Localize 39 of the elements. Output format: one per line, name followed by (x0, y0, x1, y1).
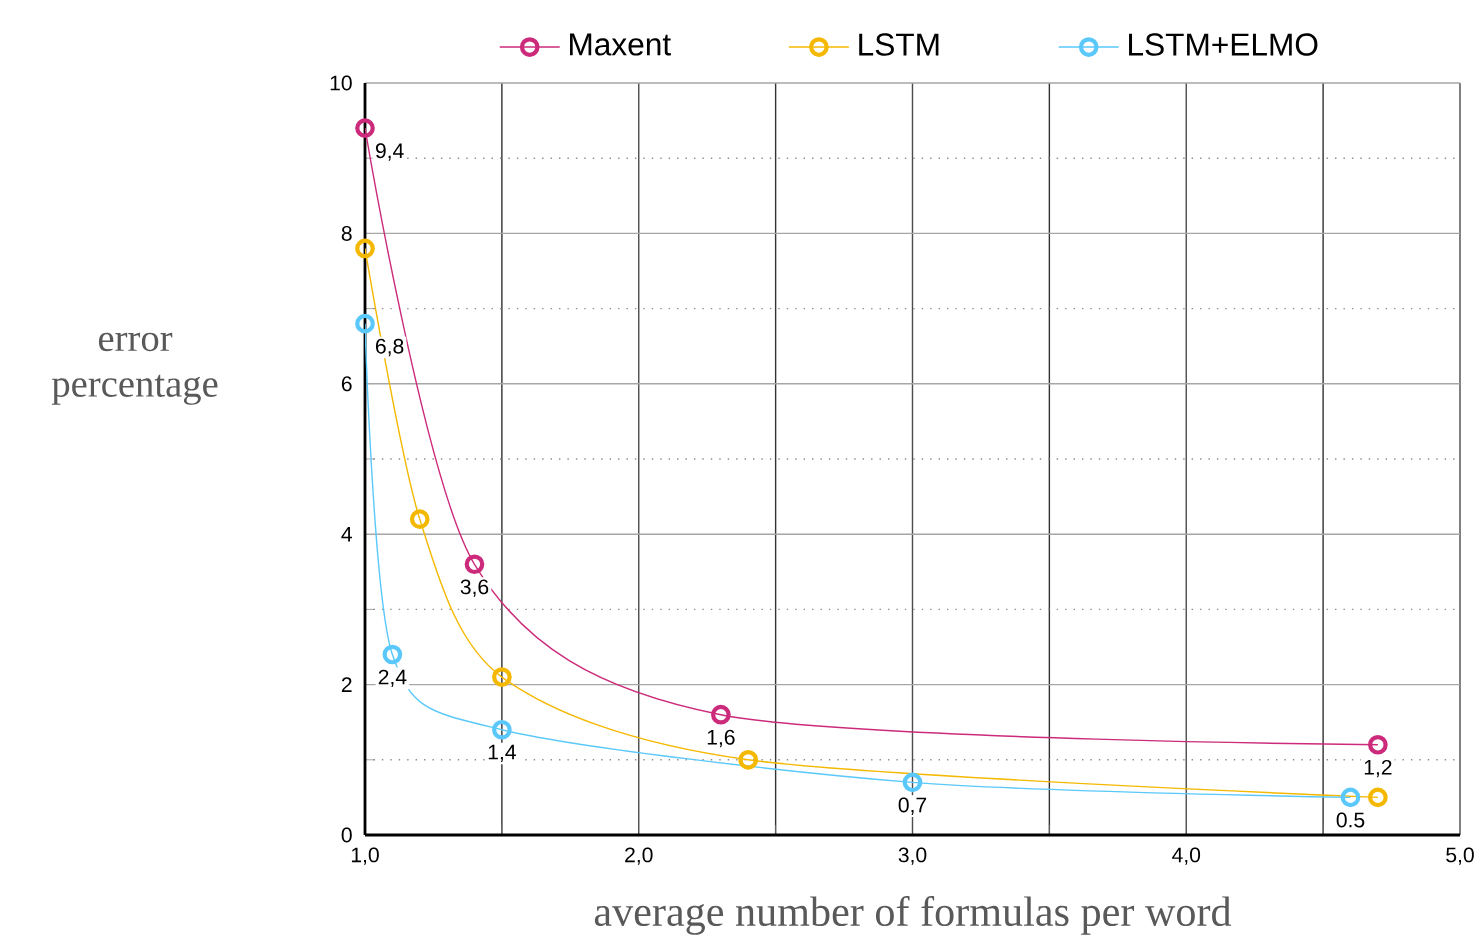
y-tick-label: 2 (341, 677, 352, 692)
point (464, 554, 485, 575)
data-label: 9,4 (375, 143, 404, 161)
point (355, 118, 375, 138)
data-label: 2,4 (378, 669, 407, 688)
y-tick-label: 4 (341, 526, 352, 542)
point (409, 509, 430, 529)
point (492, 667, 512, 687)
y-tick-label: 8 (341, 225, 352, 241)
y-tick-label: 6 (341, 376, 352, 392)
y-tick-label: 0 (341, 827, 352, 843)
point (711, 704, 731, 725)
y-axis-title: error percentage (51, 332, 218, 405)
x-tick-label: 4,0 (1172, 847, 1201, 865)
point (355, 313, 375, 334)
data-label: 1,2 (1364, 759, 1392, 778)
data-label: 0,7 (898, 797, 927, 815)
data-label: 6,8 (375, 338, 404, 357)
y-tick-label: 10 (330, 75, 352, 91)
data-label: 1,4 (488, 744, 516, 763)
data-label: 3,6 (460, 579, 489, 597)
point (738, 749, 759, 770)
legend-label: Maxent (570, 33, 671, 56)
x-tick-label: 3,0 (898, 847, 927, 865)
point (382, 644, 403, 665)
point (1368, 734, 1388, 755)
point (1368, 787, 1388, 808)
legend-label: LSTM (859, 33, 939, 56)
x-tick-label: 1,0 (351, 847, 379, 865)
point (492, 719, 512, 740)
point (902, 772, 923, 793)
data-label: 0.5 (1336, 812, 1365, 828)
data-label: 1,6 (707, 729, 735, 748)
point (1340, 787, 1361, 808)
x-tick-label: 2,0 (625, 847, 653, 865)
x-axis-title: average number of formulas per word (594, 895, 1232, 935)
point (355, 238, 375, 259)
legend-label: LSTM+ELMO (1129, 33, 1318, 56)
x-tick-label: 5,0 (1446, 847, 1474, 865)
